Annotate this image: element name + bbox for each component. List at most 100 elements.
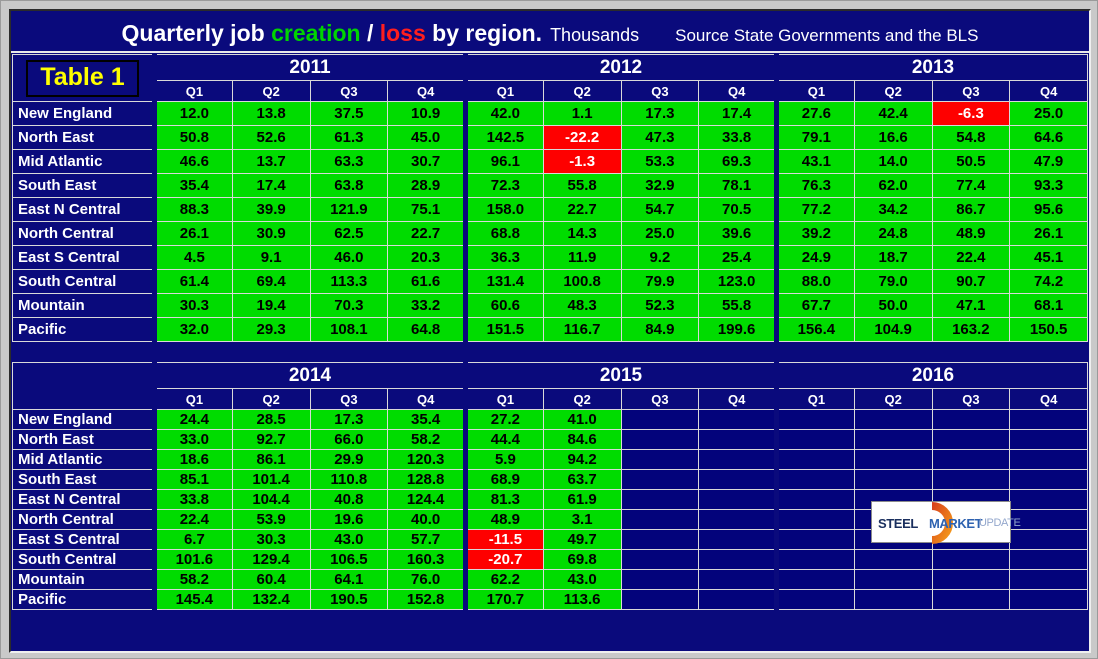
year-header: 2012: [463, 54, 777, 81]
value-cell: 26.1: [1009, 221, 1088, 246]
value-cell: 4.5: [152, 245, 233, 270]
value-cell: 101.6: [152, 549, 233, 570]
value-cell: 30.3: [231, 529, 311, 550]
value-cell: 88.0: [774, 269, 855, 294]
year-header: 2014: [152, 362, 466, 389]
value-cell: [620, 409, 700, 430]
value-cell: 120.3: [387, 449, 466, 470]
region-label: Pacific: [12, 317, 155, 342]
value-cell: 47.3: [620, 125, 700, 150]
value-cell: 55.8: [542, 173, 622, 198]
value-cell: 81.3: [463, 489, 544, 510]
value-cell: 96.1: [463, 149, 544, 174]
year-header-row: Table 1 2011 2012 2013: [12, 54, 1088, 102]
value-cell: [853, 429, 933, 450]
value-cell: 95.6: [1009, 197, 1088, 222]
value-cell: 22.4: [931, 245, 1011, 270]
value-cell: 39.6: [698, 221, 777, 246]
quarter-header: Q4: [698, 388, 777, 410]
value-cell: 42.0: [463, 101, 544, 126]
value-cell: [931, 549, 1011, 570]
value-cell: 63.7: [542, 469, 622, 490]
value-cell: [931, 449, 1011, 470]
value-cell: 64.1: [309, 569, 389, 590]
value-cell: 63.3: [309, 149, 389, 174]
value-cell: 5.9: [463, 449, 544, 470]
value-cell: [1009, 469, 1088, 490]
value-cell: 49.7: [542, 529, 622, 550]
value-cell: [931, 409, 1011, 430]
value-cell: 40.0: [387, 509, 466, 530]
quarter-header: Q1: [152, 388, 233, 410]
value-cell: [774, 549, 855, 570]
quarter-header: Q2: [231, 388, 311, 410]
logo-update: UPDATE: [979, 517, 1021, 529]
region-label: South Central: [12, 269, 155, 294]
value-cell: 41.0: [542, 409, 622, 430]
value-cell: 79.0: [853, 269, 933, 294]
value-cell: 3.1: [542, 509, 622, 530]
value-cell: 100.8: [542, 269, 622, 294]
table-row: North East 50.8 52.6 61.3 45.0 142.5 -22.2 47.3…: [12, 125, 1088, 150]
value-cell: 16.6: [853, 125, 933, 150]
value-cell: 62.0: [853, 173, 933, 198]
value-cell: [1009, 409, 1088, 430]
table-row: North East 33.0 92.7 66.0 58.2 44.4 84.6: [12, 429, 1088, 450]
value-cell: 88.3: [152, 197, 233, 222]
value-cell: 124.4: [387, 489, 466, 510]
value-cell: 37.5: [309, 101, 389, 126]
table-row: Mid Atlantic 46.6 13.7 63.3 30.7 96.1 -1.3 53.3…: [12, 149, 1088, 174]
value-cell: [698, 529, 777, 550]
value-cell: 17.4: [231, 173, 311, 198]
value-cell: 17.4: [698, 101, 777, 126]
value-cell: 13.8: [231, 101, 311, 126]
table-gap: [11, 342, 1089, 361]
value-cell: 33.8: [698, 125, 777, 150]
table-row: East S Central 6.7 30.3 43.0 57.7 -11.5 49.7: [12, 529, 1088, 550]
value-cell: 79.9: [620, 269, 700, 294]
quarter-header: Q3: [620, 388, 700, 410]
value-cell: 79.1: [774, 125, 855, 150]
value-cell: 106.5: [309, 549, 389, 570]
value-cell: 58.2: [152, 569, 233, 590]
value-cell: 68.9: [463, 469, 544, 490]
value-cell: 33.2: [387, 293, 466, 318]
value-cell: 90.7: [931, 269, 1011, 294]
region-label: North Central: [12, 509, 155, 530]
title-prefix: Quarterly job: [121, 20, 265, 46]
value-cell: 19.4: [231, 293, 311, 318]
value-cell: 67.7: [774, 293, 855, 318]
value-cell: 25.0: [1009, 101, 1088, 126]
value-cell: 44.4: [463, 429, 544, 450]
table-row: Mid Atlantic 18.6 86.1 29.9 120.3 5.9 94.2: [12, 449, 1088, 470]
value-cell: [931, 469, 1011, 490]
value-cell: 22.7: [387, 221, 466, 246]
value-cell: 70.5: [698, 197, 777, 222]
value-cell: 30.3: [152, 293, 233, 318]
quarter-header-row: Q1 Q2 Q3 Q4 Q1 Q2 Q3 Q4 Q1 Q2 Q3 Q4: [13, 388, 1088, 410]
value-cell: 20.3: [387, 245, 466, 270]
value-cell: 34.2: [853, 197, 933, 222]
value-cell: [1009, 449, 1088, 470]
value-cell: 39.9: [231, 197, 311, 222]
region-label: Mountain: [12, 293, 155, 318]
value-cell: 62.5: [309, 221, 389, 246]
value-cell: 77.4: [931, 173, 1011, 198]
title-creation: creation: [271, 20, 361, 46]
year-header-row: 2014 2015 2016: [12, 362, 1088, 410]
value-cell: [1009, 569, 1088, 590]
value-cell: -11.5: [463, 529, 544, 550]
report-panel: Quarterly job creation / loss by region.…: [9, 9, 1091, 653]
value-cell: [1009, 429, 1088, 450]
region-label: North East: [12, 125, 155, 150]
value-cell: [620, 489, 700, 510]
region-label: South East: [12, 173, 155, 198]
value-cell: 129.4: [231, 549, 311, 570]
value-cell: 92.7: [231, 429, 311, 450]
table-row: East S Central 4.5 9.1 46.0 20.3 36.3 11.9 9.2 2…: [12, 245, 1088, 270]
report-title-bar: Quarterly job creation / loss by region.…: [11, 11, 1089, 51]
quarter-header: Q2: [231, 80, 311, 102]
value-cell: 58.2: [387, 429, 466, 450]
value-cell: 101.4: [231, 469, 311, 490]
